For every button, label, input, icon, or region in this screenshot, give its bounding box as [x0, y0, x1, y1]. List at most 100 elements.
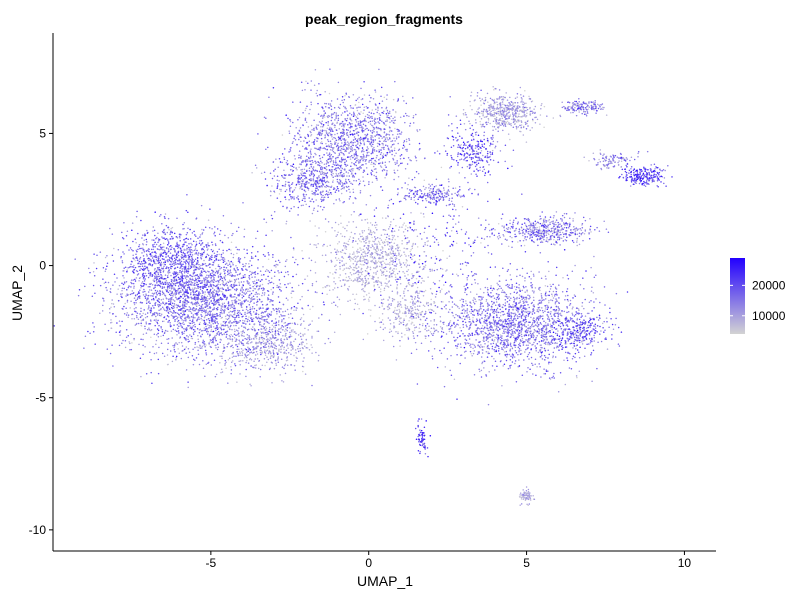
cell-point	[447, 185, 450, 188]
cell-point	[423, 192, 426, 195]
cell-point	[519, 288, 521, 290]
cell-point	[522, 498, 525, 501]
cell-point	[504, 328, 507, 331]
cell-point	[389, 284, 392, 286]
cell-point	[416, 235, 419, 237]
cell-point	[208, 343, 210, 346]
cell-point	[284, 265, 287, 268]
cell-point	[522, 103, 525, 106]
cell-point	[487, 351, 489, 353]
cell-point	[334, 133, 336, 136]
cell-point	[339, 215, 342, 217]
cell-point	[496, 103, 499, 106]
cell-point	[424, 243, 426, 246]
cell-point	[223, 258, 226, 260]
cell-point	[262, 325, 265, 328]
cell-point	[380, 252, 383, 254]
cell-point	[432, 281, 435, 284]
cell-point	[614, 324, 617, 326]
cell-point	[506, 99, 509, 101]
cell-point	[383, 96, 386, 99]
cell-point	[539, 289, 541, 292]
cell-point	[533, 291, 535, 294]
cell-point	[546, 241, 549, 243]
cell-point	[534, 330, 536, 332]
cell-point	[364, 115, 367, 118]
cell-point	[529, 497, 532, 499]
cell-point	[150, 336, 152, 339]
cell-point	[524, 224, 527, 226]
cell-point	[481, 98, 484, 100]
cell-point	[220, 305, 222, 307]
cell-point	[529, 226, 531, 229]
cell-point	[535, 222, 537, 224]
cell-point	[391, 275, 393, 277]
cell-point	[523, 115, 525, 117]
cell-point	[548, 301, 550, 304]
cell-point	[518, 232, 521, 235]
cell-point	[425, 199, 428, 202]
cell-point	[321, 132, 323, 135]
cell-point	[423, 216, 425, 218]
cell-point	[362, 248, 365, 251]
cell-point	[472, 343, 474, 345]
cell-point	[137, 318, 140, 321]
cell-point	[395, 359, 398, 361]
cell-point	[251, 352, 254, 355]
cell-point	[433, 330, 436, 333]
cell-point	[358, 280, 360, 283]
cell-point	[300, 322, 303, 325]
cell-point	[295, 351, 297, 354]
cell-point	[275, 339, 278, 342]
cell-point	[378, 254, 381, 256]
cell-point	[497, 293, 499, 295]
cell-point	[180, 341, 183, 344]
cell-point	[433, 327, 435, 330]
cell-point	[361, 288, 363, 291]
cell-point	[396, 249, 399, 252]
cell-point	[117, 288, 119, 290]
cell-point	[394, 316, 397, 319]
cell-point	[285, 328, 287, 331]
cell-point	[217, 263, 220, 266]
cell-point	[126, 301, 129, 303]
cell-point	[181, 294, 184, 296]
cell-point	[310, 103, 313, 106]
cell-point	[420, 418, 423, 420]
cell-point	[359, 233, 361, 235]
cell-point	[336, 132, 339, 135]
cell-point	[271, 330, 274, 333]
cell-point	[575, 375, 578, 377]
cell-point	[221, 312, 223, 315]
cell-point	[465, 264, 468, 267]
cell-point	[353, 308, 356, 311]
cell-point	[404, 253, 406, 256]
cell-point	[382, 229, 385, 231]
cell-point	[92, 271, 95, 273]
cell-point	[401, 240, 403, 242]
cell-point	[243, 228, 246, 230]
cell-point	[626, 158, 628, 160]
cell-point	[480, 356, 483, 358]
cell-point	[330, 145, 332, 147]
cell-point	[534, 122, 537, 124]
cell-point	[271, 185, 273, 187]
cell-point	[352, 169, 354, 172]
cell-point	[516, 96, 518, 98]
cell-point	[572, 347, 574, 349]
cell-point	[445, 307, 447, 310]
cell-point	[399, 249, 401, 252]
cell-point	[328, 189, 331, 191]
cell-point	[171, 281, 174, 284]
cell-point	[382, 328, 385, 331]
cell-point	[243, 320, 246, 322]
cell-point	[349, 299, 351, 302]
cell-point	[278, 344, 280, 346]
cell-point	[359, 255, 362, 258]
cell-point	[155, 262, 157, 265]
cell-point	[133, 317, 136, 320]
cell-point	[398, 308, 400, 311]
cell-point	[207, 311, 209, 313]
cell-point	[243, 256, 246, 259]
cell-point	[263, 337, 266, 340]
